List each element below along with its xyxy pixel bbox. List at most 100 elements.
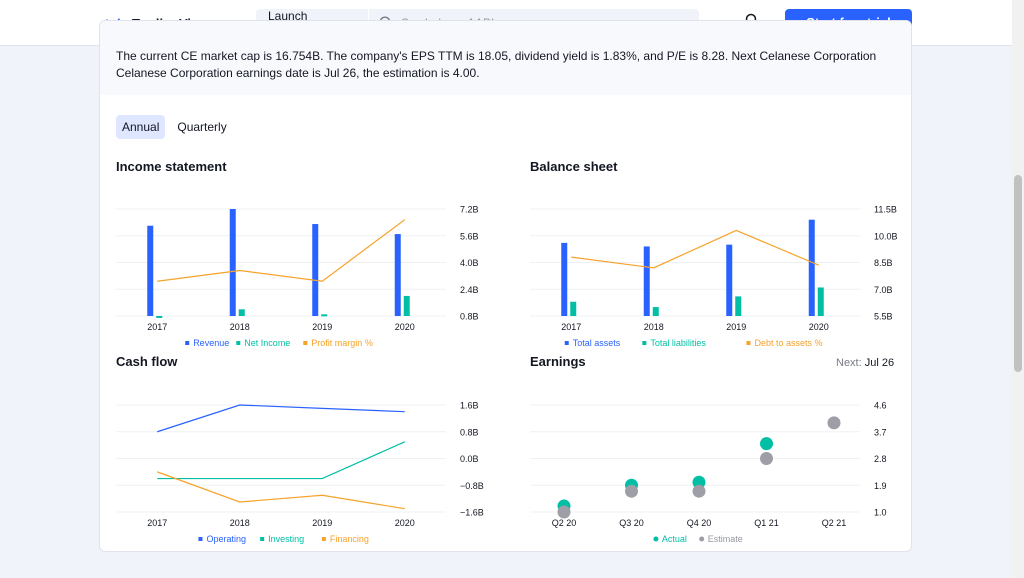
actual-point — [692, 475, 706, 489]
debt-to-assets-legend-label: Debt to assets % — [754, 338, 822, 348]
profit-margin-legend-marker — [303, 341, 308, 345]
x-tick-label: 2019 — [312, 322, 332, 332]
y-tick-label: 8.5B — [874, 258, 893, 268]
total-assets-bar — [808, 219, 815, 316]
estimate-legend-label: Estimate — [708, 534, 743, 544]
revenue-bar — [229, 209, 236, 316]
earnings-chart: 4.6 3.7 2.8 1.9 1.0 Q2 20 Q3 20 Q4 20 Q1 21 Q2 21… — [530, 401, 887, 544]
estimate-point — [760, 452, 773, 465]
x-tick-label: 2017 — [561, 322, 581, 332]
financing-legend-marker — [321, 537, 326, 541]
x-tick-label: 2017 — [147, 322, 167, 332]
financial-summary-text: The current CE market cap is 16.754B. Th… — [100, 21, 911, 95]
x-tick-label: Q1 21 — [754, 518, 779, 528]
income-statement-chart: 7.2B 5.6B 4.0B 2.4B 0.8B 2017 2018 2019 2020 Reve… — [116, 205, 479, 348]
total-assets-bar — [726, 244, 733, 316]
actual-point — [760, 437, 773, 451]
revenue-legend-label: Revenue — [193, 338, 229, 348]
cash-flow-title: Cash flow — [116, 354, 178, 369]
y-tick-label: 4.0B — [460, 258, 479, 268]
total-assets-legend-label: Total assets — [573, 338, 621, 348]
investing-line — [157, 441, 405, 480]
estimate-point — [692, 484, 706, 498]
revenue-legend-marker — [185, 341, 190, 345]
y-tick-label: 2.4B — [460, 285, 479, 295]
financing-legend-label: Financing — [330, 534, 369, 544]
x-tick-label: 2020 — [395, 518, 415, 528]
investing-legend-label: Investing — [268, 534, 304, 544]
revenue-bar — [147, 225, 154, 316]
y-tick-label: 1.9 — [874, 481, 887, 491]
estimate-point — [557, 505, 571, 519]
y-tick-label: 5.5B — [874, 312, 893, 322]
total-liabilities-bar — [652, 307, 659, 316]
estimate-point — [827, 416, 841, 430]
net-income-legend-label: Net Income — [244, 338, 290, 348]
x-tick-label: 2018 — [230, 518, 250, 528]
tab-quarterly[interactable]: Quarterly — [177, 120, 227, 134]
x-tick-label: Q2 21 — [822, 518, 847, 528]
y-tick-label: 1.6B — [460, 401, 479, 411]
y-tick-label: 0.0B — [460, 454, 479, 464]
scrollbar-thumb[interactable] — [1014, 175, 1022, 372]
x-tick-label: 2018 — [644, 322, 664, 332]
estimate-point — [625, 484, 638, 498]
debt-to-assets-line — [571, 229, 819, 269]
period-tabs: Annual Quarterly — [116, 115, 233, 139]
investing-legend-marker — [260, 537, 265, 541]
x-tick-label: Q2 20 — [552, 518, 577, 528]
tab-annual[interactable]: Annual — [116, 115, 166, 139]
y-tick-label: 11.5B — [874, 205, 897, 215]
y-tick-label: 1.0 — [874, 508, 887, 518]
net-income-bar — [238, 309, 245, 316]
total-liabilities-bar — [817, 287, 824, 316]
net-income-bar — [156, 316, 163, 318]
balance-sheet-chart: 11.5B 10.0B 8.5B 7.0B 5.5B 2017 2018 2019 2020 To… — [530, 205, 898, 348]
estimate-legend-marker — [699, 536, 705, 542]
y-tick-label: −0.8B — [460, 481, 484, 491]
y-tick-label: 3.7 — [874, 427, 887, 437]
total-assets-bar — [643, 246, 650, 316]
financials-card: The current CE market cap is 16.754B. Th… — [99, 20, 912, 552]
y-tick-label: 7.2B — [460, 205, 479, 215]
total-liabilities-legend-marker — [642, 341, 647, 345]
profit-margin-legend-label: Profit margin % — [311, 338, 373, 348]
net-income-bar — [321, 314, 328, 317]
net-income-bar — [403, 295, 410, 316]
operating-legend-marker — [198, 537, 203, 541]
next-earnings-label: Next: — [836, 357, 862, 369]
x-tick-label: 2019 — [312, 518, 332, 528]
total-assets-bar — [561, 242, 568, 316]
total-liabilities-legend-label: Total liabilities — [650, 338, 706, 348]
y-tick-label: 4.6 — [874, 401, 887, 411]
total-assets-legend-marker — [564, 341, 569, 345]
actual-legend-label: Actual — [662, 534, 687, 544]
x-tick-label: 2020 — [395, 322, 415, 332]
net-income-legend-marker — [236, 341, 241, 345]
x-tick-label: Q3 20 — [619, 518, 644, 528]
y-tick-label: 0.8B — [460, 312, 479, 322]
balance-sheet-title: Balance sheet — [530, 159, 618, 174]
x-tick-label: 2018 — [230, 322, 250, 332]
operating-line — [157, 404, 405, 433]
next-earnings-date: Next: Jul 26 — [836, 357, 894, 369]
total-liabilities-bar — [735, 296, 742, 316]
total-liabilities-bar — [570, 301, 577, 316]
next-earnings-value: Jul 26 — [864, 357, 895, 369]
operating-legend-label: Operating — [206, 534, 246, 544]
y-tick-label: 10.0B — [874, 231, 898, 241]
y-tick-label: −1.6B — [460, 508, 484, 518]
debt-to-assets-legend-marker — [746, 341, 751, 345]
y-tick-label: 2.8 — [874, 454, 887, 464]
x-tick-label: Q4 20 — [687, 518, 712, 528]
earnings-title: Earnings — [530, 354, 586, 369]
profit-margin-line — [157, 219, 406, 282]
financing-line — [157, 471, 405, 510]
revenue-bar — [312, 224, 319, 316]
revenue-bar — [394, 234, 401, 316]
y-tick-label: 0.8B — [460, 427, 479, 437]
actual-legend-marker — [653, 536, 659, 542]
income-statement-title: Income statement — [116, 159, 227, 174]
x-tick-label: 2017 — [147, 518, 167, 528]
x-tick-label: 2020 — [809, 322, 829, 332]
